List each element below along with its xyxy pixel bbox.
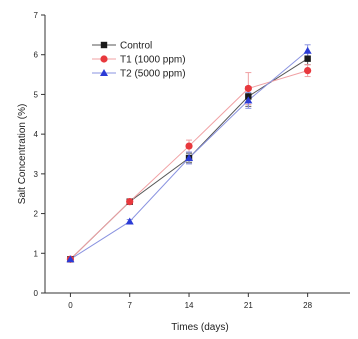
- y-tick-label: 7: [34, 11, 39, 20]
- series-line-1: [70, 70, 308, 260]
- y-tick-label: 1: [34, 249, 39, 258]
- legend-marker-0: [100, 41, 108, 49]
- data-point-1: [185, 142, 193, 150]
- legend-label-1: T1 (1000 ppm): [120, 55, 186, 66]
- error-bars: [67, 44, 311, 262]
- y-axis-title: Salt Concentration (%): [17, 104, 28, 205]
- data-point-1: [244, 84, 252, 93]
- data-point-0: [304, 55, 311, 62]
- x-tick-label: 7: [127, 301, 132, 310]
- legend-label-0: Control: [120, 41, 152, 52]
- y-tick-label: 6: [34, 51, 39, 60]
- legend-label-2: T2 (5000 ppm): [120, 69, 186, 80]
- legend-marker-2: [100, 69, 108, 76]
- data-point-1: [126, 198, 134, 206]
- data-point-2: [244, 96, 253, 104]
- data-point-2: [125, 217, 134, 225]
- y-tick-label: 0: [34, 289, 39, 298]
- axes: 0 1 2 3 4 5 6 7 0 7 14 21 28: [34, 11, 350, 310]
- x-tick-label: 0: [68, 301, 73, 310]
- legend: Control T1 (1000 ppm) T2 (5000 ppm): [92, 41, 186, 80]
- series-markers: [66, 46, 312, 263]
- y-tick-label: 4: [34, 130, 39, 139]
- x-tick-label: 21: [244, 301, 253, 310]
- y-tick-label: 5: [34, 90, 39, 99]
- data-point-2: [66, 255, 75, 263]
- y-tick-label: 3: [34, 170, 39, 179]
- x-axis-title: Times (days): [171, 322, 228, 333]
- data-point-1: [304, 67, 312, 75]
- x-tick-label: 14: [185, 301, 194, 310]
- data-point-2: [185, 153, 194, 161]
- data-point-2: [303, 46, 312, 54]
- x-tick-label: 28: [303, 301, 312, 310]
- legend-marker-1: [100, 55, 108, 63]
- y-tick-label: 2: [34, 210, 39, 219]
